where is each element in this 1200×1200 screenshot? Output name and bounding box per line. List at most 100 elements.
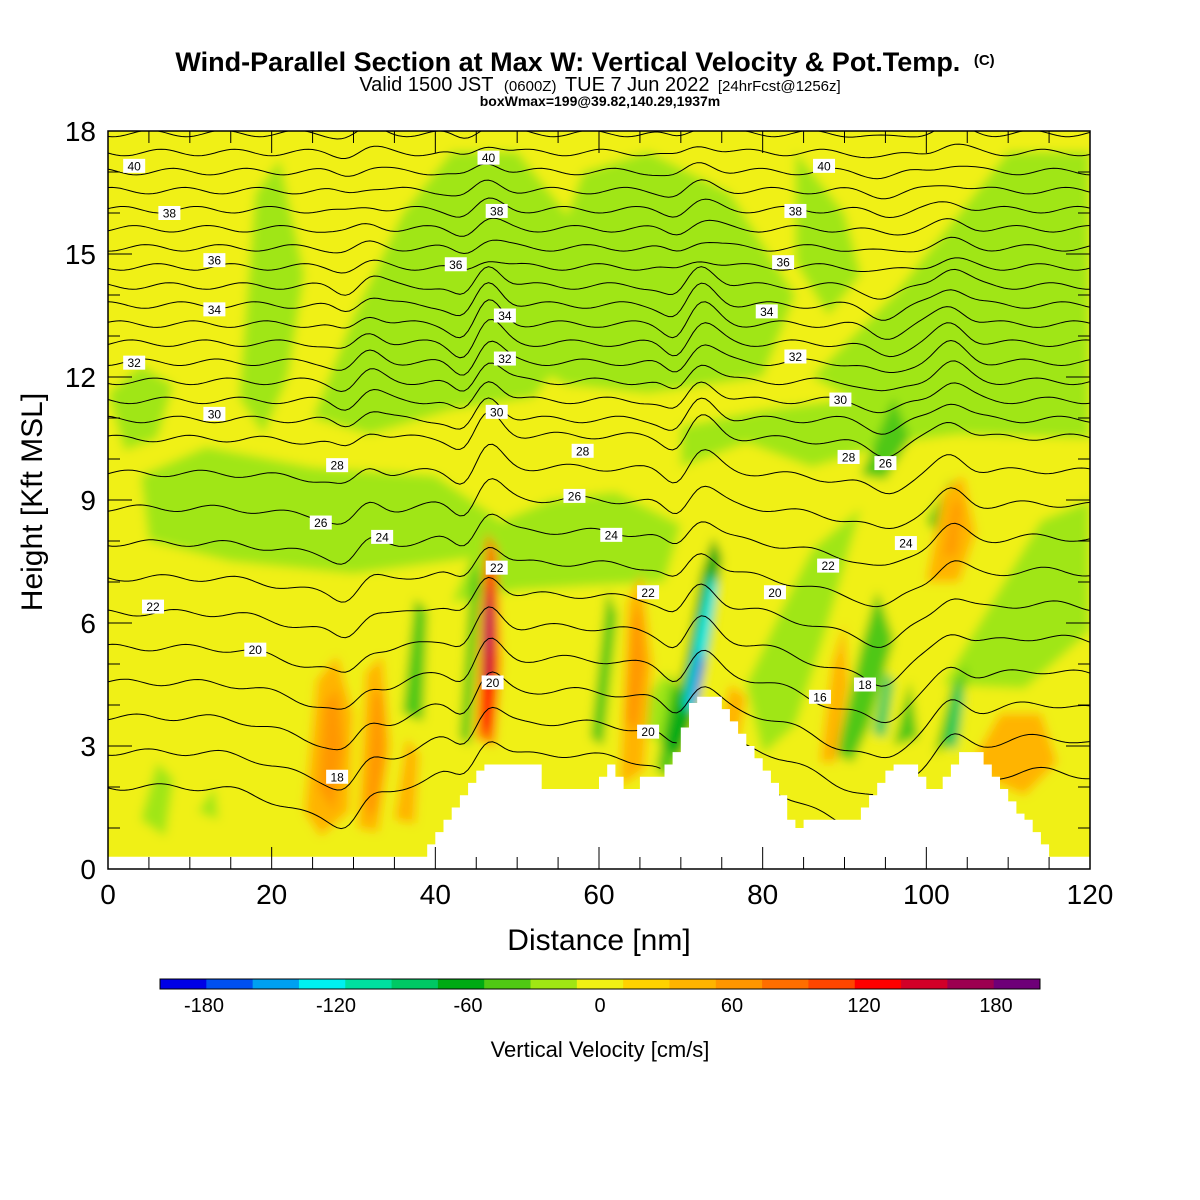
svg-text:22: 22 [146,600,160,614]
isentrope-label: 22 [142,599,165,614]
isentrope-label: 24 [894,536,917,551]
isentrope-label: 28 [571,443,594,458]
isentrope-label: 30 [203,406,226,421]
colorbar-segment [993,979,1041,989]
svg-text:28: 28 [842,450,856,464]
svg-text:30: 30 [208,407,222,421]
colorbar-tick-label: -120 [316,995,356,1017]
isentrope-label: 26 [874,456,897,471]
isentrope-line [108,478,1090,530]
title-main: Wind-Parallel Section at Max W: Vertical… [175,47,960,77]
velocity-region [893,680,919,746]
velocity-region [795,151,861,316]
svg-text:18: 18 [858,678,872,692]
velocity-region [684,573,716,714]
velocity-region [394,737,419,824]
isentrope-line [108,411,1090,458]
colorbar-segment [530,979,578,989]
velocity-region [942,500,1090,689]
svg-text:34: 34 [208,303,222,317]
colorbar-segment [252,979,300,989]
y-tick-label: 6 [80,608,96,639]
y-tick-label: 12 [65,362,96,393]
svg-text:16: 16 [813,690,827,704]
contour-labels: 40 40 40 38 38 38 36 36 36 34 34 34 32 32 32 30 30 30 28 28… [123,150,917,784]
isentrope-line [108,513,1090,566]
colorbar: -180 -120 -60 0 60 120 180 [159,978,1041,1017]
isentrope-label: 18 [326,769,349,784]
colorbar-segment [345,979,392,989]
isentrope-line [108,741,1090,830]
svg-text:24: 24 [605,528,619,542]
colorbar-frame [159,978,1041,990]
svg-text:40: 40 [482,151,496,165]
colorbar-segment [901,979,948,989]
isentrope-line [108,266,1090,300]
isentrope-label: 20 [763,585,786,600]
y-tick-label: 3 [80,731,96,762]
isentrope-line [108,339,1090,376]
isentrope-label: 26 [309,515,332,530]
terrain-mask [108,696,1090,869]
x-tick-label: 120 [1067,879,1114,910]
box-info: boxWmax=199@39.82,140.29,1937m [480,93,721,109]
svg-text:20: 20 [641,725,655,739]
y-axis-label: Height [Kft MSL] [16,393,49,611]
isentrope-label: 40 [813,158,836,173]
velocity-region [517,151,796,394]
isentrope-label: 24 [371,529,394,544]
x-tick-label: 0 [100,879,116,910]
velocity-region [486,606,491,656]
isentrope-label: 26 [563,488,586,503]
isentrope-line [108,179,1090,200]
y-tick-label: 18 [65,116,96,147]
velocity-region [944,500,962,558]
velocity-region [664,536,722,759]
isentrope-label: 36 [203,253,226,268]
isentrope-label: 40 [477,150,500,165]
isentrope-line [108,257,1090,274]
y-tick-label: 9 [80,485,96,516]
svg-text:32: 32 [789,350,803,364]
colorbar-tick-label: 60 [721,995,743,1017]
isentrope-line [108,546,1090,608]
svg-text:30: 30 [490,405,504,419]
colorbar-segment [808,979,856,989]
isentrope-label: 32 [123,355,146,370]
colorbar-segment [854,979,902,989]
plot-area: 40 40 40 38 38 38 36 36 36 34 34 34 32 32 32 30 30 30 28 28… [108,131,1090,869]
svg-text:34: 34 [760,305,774,319]
isentrope-label: 36 [772,255,795,270]
subtitle-utc: (0600Z) [504,78,557,95]
isentrope-label: 30 [829,392,852,407]
svg-text:30: 30 [834,393,848,407]
x-axis-label: Distance [nm] [507,924,690,957]
svg-text:18: 18 [330,770,344,784]
y-tick-label: 15 [65,239,96,270]
isentrope-label: 22 [817,558,840,573]
svg-text:24: 24 [899,537,913,551]
isentrope-label: 36 [444,257,467,272]
velocity-region [625,602,645,730]
colorbar-segment [576,979,624,989]
isentrope-label: 30 [485,404,508,419]
svg-text:36: 36 [208,254,222,268]
colorbar-segment [762,979,809,989]
svg-text:22: 22 [821,559,835,573]
velocity-region [459,557,481,746]
isentrope-line [108,217,1090,237]
svg-text:38: 38 [490,204,504,218]
isentrope-line [108,162,1090,180]
isentrope-label: 38 [784,203,807,218]
subtitle-forecast: [24hrFcst@1256z] [718,78,841,95]
svg-text:40: 40 [817,159,831,173]
velocity-region [819,623,849,763]
chart-subtitle: Valid 1500 JST (0600Z) TUE 7 Jun 2022 [2… [359,74,840,96]
isentrope-label: 28 [837,449,860,464]
x-tick-label: 40 [420,879,451,910]
svg-text:38: 38 [163,207,177,221]
svg-text:28: 28 [576,444,590,458]
isentrope-label: 18 [853,677,876,692]
